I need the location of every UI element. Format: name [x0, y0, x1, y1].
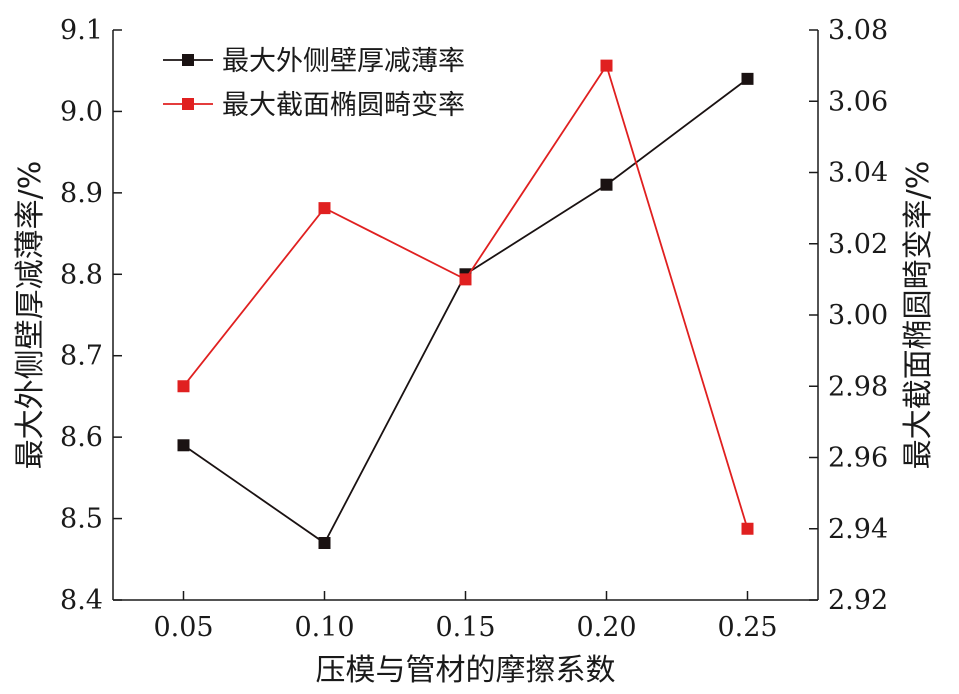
- y-right-tick-label: 3.04: [828, 158, 888, 189]
- legend-marker-2: [182, 98, 194, 110]
- x-tick-label: 0.20: [576, 612, 636, 643]
- y-right-tick-label: 3.00: [828, 300, 888, 331]
- x-tick-label: 0.15: [435, 612, 495, 643]
- data-point-series-1: [177, 439, 190, 452]
- x-tick-label: 0.05: [153, 612, 213, 643]
- x-tick-label: 0.25: [717, 612, 777, 643]
- data-point-series-1: [741, 72, 754, 85]
- data-point-series-2: [318, 202, 331, 215]
- series-layer: [177, 59, 754, 549]
- y-right-tick-label: 2.98: [828, 371, 888, 402]
- series-line-2: [182, 63, 749, 530]
- y-right-tick-label: 3.06: [828, 86, 888, 117]
- series-line-1: [182, 78, 749, 545]
- data-point-series-1: [318, 537, 331, 549]
- y-left-axis-title: 最大外侧壁厚减薄率/%: [13, 161, 48, 470]
- data-point-series-1: [600, 178, 613, 191]
- legend-label-2: 最大截面椭圆畸变率: [222, 90, 465, 121]
- y-right-tick-label: 3.08: [828, 15, 888, 46]
- y-left-tick-label: 9.1: [60, 15, 103, 46]
- x-axis-title: 压模与管材的摩擦系数: [316, 653, 616, 688]
- y-right-axis-title: 最大截面椭圆畸变率/%: [901, 161, 936, 470]
- data-point-series-2: [177, 380, 190, 393]
- y-left-tick-label: 8.7: [60, 341, 103, 372]
- data-point-series-2: [600, 59, 613, 72]
- y-left-tick-label: 8.8: [60, 259, 103, 290]
- y-left-tick-label: 8.6: [60, 422, 103, 453]
- y-right-tick-label: 3.02: [828, 229, 888, 260]
- y-left-tick-label: 8.5: [60, 504, 103, 535]
- y-left-tick-label: 9.0: [60, 96, 103, 127]
- y-right-tick-label: 2.96: [828, 443, 888, 474]
- y-left-tick-label: 8.9: [60, 178, 103, 209]
- legend-marker-1: [182, 54, 194, 66]
- legend-label-1: 最大外侧壁厚减薄率: [222, 46, 465, 77]
- y-right-tick-label: 2.94: [828, 514, 888, 545]
- y-left-tick-label: 8.4: [60, 585, 103, 616]
- data-point-series-2: [741, 522, 754, 535]
- x-tick-label: 0.10: [294, 612, 354, 643]
- data-point-series-2: [459, 273, 472, 286]
- y-right-tick-label: 2.92: [828, 585, 888, 616]
- axes: 8.4 8.5 8.6 8.7 8.8 8.9 9.0 9.1 2.92 2.94 2.96 2.98…: [60, 15, 888, 643]
